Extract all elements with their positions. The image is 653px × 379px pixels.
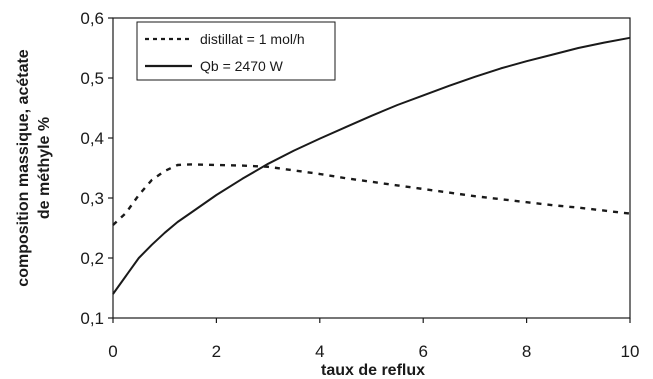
x-axis-title: taux de reflux xyxy=(321,362,425,379)
legend-label-qb: Qb = 2470 W xyxy=(200,58,284,74)
y-tick-label: 0,6 xyxy=(80,9,104,28)
y-tick-label: 0,1 xyxy=(80,309,104,328)
x-tick-label: 6 xyxy=(418,342,427,361)
series-layer xyxy=(112,36,631,295)
y-tick-label: 0,2 xyxy=(80,249,104,268)
legend-box xyxy=(136,21,336,81)
y-axis-title-line-1: composition massique, acétate xyxy=(15,49,32,287)
x-axis: 0 2 4 6 8 10 xyxy=(108,318,639,361)
legend: distillat = 1 mol/h Qb = 2470 W xyxy=(136,21,336,81)
x-tick-label: 2 xyxy=(212,342,221,361)
x-tick-label: 4 xyxy=(315,342,324,361)
legend-label-distillat: distillat = 1 mol/h xyxy=(200,31,305,47)
y-tick-label: 0,5 xyxy=(80,69,104,88)
y-axis-title-line-2: de méthyle % xyxy=(36,117,53,219)
x-tick-label: 10 xyxy=(621,342,640,361)
plot-border xyxy=(112,17,631,319)
series-line-qb xyxy=(112,36,631,295)
x-tick-label: 8 xyxy=(522,342,531,361)
y-axis: 0,1 0,2 0,3 0,4 0,5 0,6 xyxy=(80,9,113,328)
y-tick-label: 0,4 xyxy=(80,129,104,148)
plot-area xyxy=(112,17,631,319)
y-tick-label: 0,3 xyxy=(80,189,104,208)
x-tick-label: 0 xyxy=(108,342,117,361)
series-line-distillat xyxy=(112,163,631,226)
y-axis-title: composition massique, acétate de méthyle… xyxy=(15,49,53,287)
